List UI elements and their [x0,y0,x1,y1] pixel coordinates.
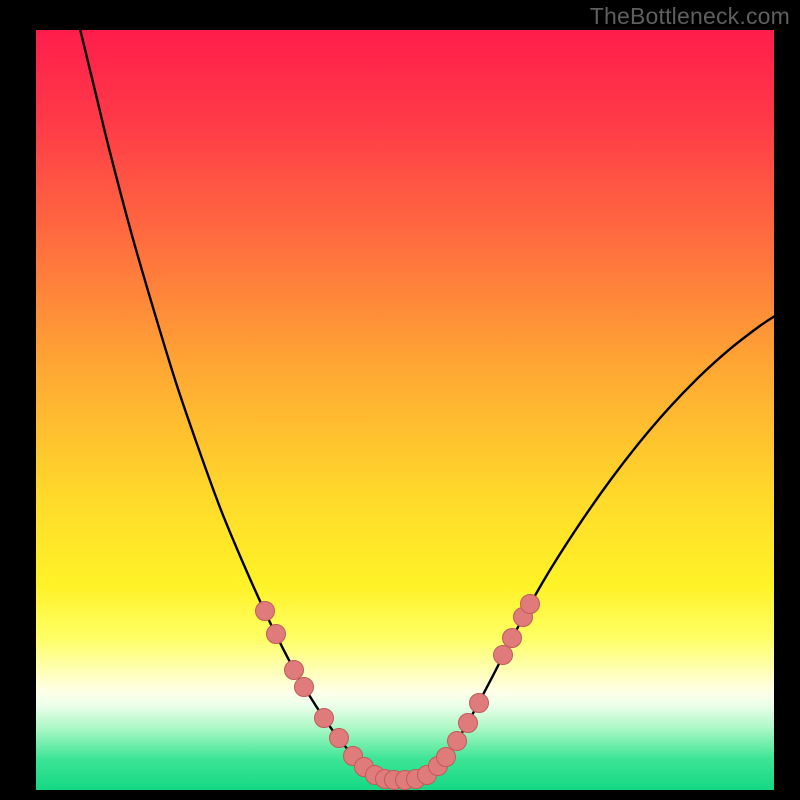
data-marker [436,747,456,767]
data-marker [502,628,522,648]
plot-area [36,30,774,790]
data-marker [294,677,314,697]
data-marker [266,624,286,644]
data-marker [520,594,540,614]
watermark-text: TheBottleneck.com [590,3,790,30]
data-marker [329,728,349,748]
data-marker [314,708,334,728]
markers-layer [36,30,774,790]
data-marker [458,713,478,733]
stage: TheBottleneck.com [0,0,800,800]
data-marker [447,731,467,751]
data-marker [469,693,489,713]
data-marker [255,601,275,621]
data-marker [493,645,513,665]
